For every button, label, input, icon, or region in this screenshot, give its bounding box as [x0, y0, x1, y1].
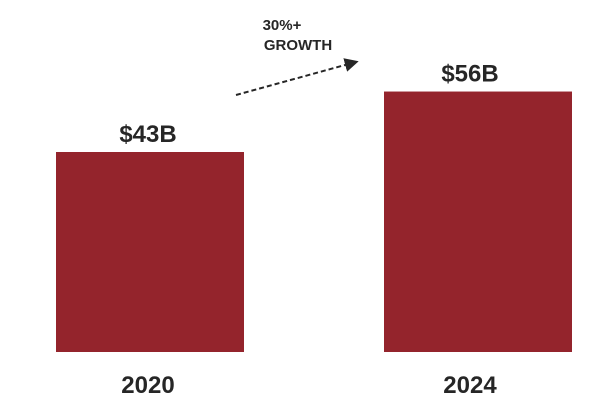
bar-2024: [384, 91, 572, 352]
growth-annotation-line-2: GROWTH: [264, 37, 332, 54]
category-labels-layer: 2020 2024: [121, 372, 497, 399]
value-labels-layer: $43B $56B: [119, 61, 498, 148]
bars-layer: [56, 91, 572, 352]
bar-2020: [56, 152, 244, 352]
growth-arrow: [235, 58, 359, 96]
value-label-2020: $43B: [119, 121, 176, 148]
value-label-2024: $56B: [441, 61, 498, 88]
category-label-2020: 2020: [121, 372, 174, 399]
growth-annotation-line-1: 30%+: [263, 17, 302, 34]
category-label-2024: 2024: [443, 372, 497, 399]
growth-annotation: 30%+ GROWTH: [235, 17, 359, 96]
